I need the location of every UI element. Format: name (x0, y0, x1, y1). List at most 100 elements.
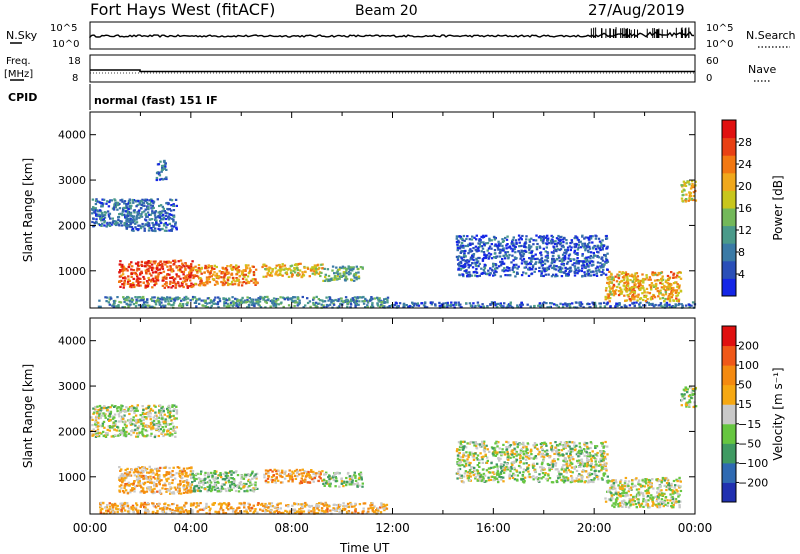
velocity-cell (324, 473, 327, 476)
velocity-cell (178, 483, 182, 487)
power-cell (150, 268, 154, 272)
power-cell (103, 219, 106, 223)
power-cell (497, 240, 500, 243)
velocity-cell (189, 486, 192, 489)
power-cell (475, 258, 478, 261)
power-cell (688, 305, 691, 308)
velocity-cell (279, 475, 283, 478)
power-cell (677, 285, 681, 288)
power-cell (467, 263, 470, 266)
power-cell (455, 235, 459, 238)
velocity-cell (380, 504, 383, 507)
power-cell (661, 282, 664, 285)
power-cell (538, 245, 541, 248)
velocity-cell (125, 471, 129, 474)
power-cell (600, 257, 603, 260)
power-cell (166, 273, 169, 276)
power-cell (139, 214, 142, 217)
power-cell (121, 198, 124, 201)
power-cell (473, 236, 476, 239)
velocity-cell (111, 508, 114, 511)
power-cell (154, 277, 158, 280)
power-cell (208, 301, 211, 305)
power-cell (659, 302, 663, 305)
power-cell (498, 244, 501, 247)
power-cell (474, 274, 477, 277)
velocity-cell (153, 491, 156, 494)
power-cell (581, 242, 584, 245)
velocity-cell (154, 506, 158, 509)
power-cell (158, 171, 161, 174)
power-cell (158, 303, 162, 306)
power-cell (606, 268, 609, 271)
power-cell (540, 272, 543, 275)
power-cell (349, 302, 352, 305)
power-cell (115, 223, 118, 227)
power-cell (155, 222, 158, 225)
velocity-cell (157, 416, 160, 419)
power-cell (339, 272, 342, 275)
power-cell (174, 286, 177, 289)
power-cell (124, 298, 127, 301)
power-cell (306, 297, 309, 300)
power-cell (425, 306, 429, 309)
power-cell (313, 268, 316, 271)
velocity-cell (135, 502, 138, 505)
power-cell (138, 202, 142, 205)
power-cell (223, 304, 226, 307)
velocity-cell (193, 477, 196, 480)
power-cell (247, 300, 250, 303)
power-cell (530, 251, 533, 254)
power-cell (185, 283, 188, 286)
velocity-cell (270, 476, 274, 479)
power-cell (572, 258, 575, 261)
velocity-cell (384, 507, 387, 510)
velocity-cell (204, 488, 207, 491)
power-cell (158, 178, 162, 181)
power-cell (682, 180, 686, 183)
power-cell (644, 295, 647, 299)
power-cell (132, 303, 136, 306)
power-cell (279, 270, 282, 273)
power-cell (189, 269, 192, 272)
power-cell (678, 284, 681, 287)
power-cell (340, 266, 343, 270)
power-cell (511, 250, 514, 253)
velocity-cell (125, 406, 128, 409)
velocity-cell (121, 432, 124, 435)
velocity-cell (350, 483, 353, 486)
power-cell (130, 226, 134, 229)
power-cell (144, 286, 147, 289)
power-cell (172, 301, 176, 304)
velocity-cell (227, 487, 230, 490)
power-cell (155, 219, 158, 222)
velocity-cell (227, 479, 230, 482)
power-cell (152, 224, 155, 227)
power-cell (204, 266, 207, 269)
power-cell (353, 296, 357, 299)
velocity-cell (254, 473, 257, 476)
power-cell (231, 300, 234, 303)
power-cell (125, 267, 128, 271)
velocity-cell (141, 432, 144, 435)
power-cell (525, 260, 528, 263)
power-cell (486, 305, 489, 308)
power-cell (569, 248, 572, 252)
power-cell (671, 293, 674, 297)
power-cell (596, 245, 599, 248)
power-cell (641, 284, 644, 288)
power-cell (620, 280, 623, 283)
velocity-cell (322, 478, 326, 481)
velocity-cell (254, 508, 257, 511)
power-cell (126, 295, 129, 299)
velocity-cell (135, 484, 139, 487)
power-cell (570, 239, 573, 242)
power-cell (627, 295, 630, 298)
power-cell (132, 199, 136, 202)
power-cell (545, 302, 548, 305)
power-cell (337, 298, 340, 301)
power-cell (215, 280, 218, 283)
power-cell (529, 257, 532, 260)
power-cell (167, 300, 170, 303)
power-cell (166, 296, 169, 299)
